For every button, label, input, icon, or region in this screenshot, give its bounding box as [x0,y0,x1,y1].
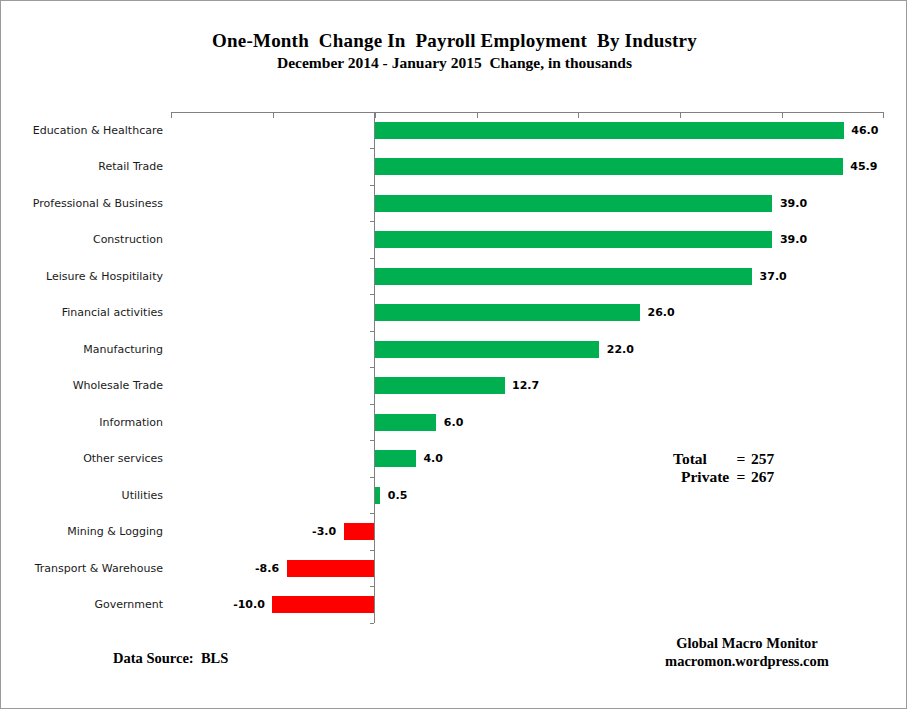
bar-positive [375,268,752,285]
value-label: 26.0 [648,304,675,321]
category-axis-tick [370,148,374,149]
credit-block: Global Macro Monitor macromon.wordpress.… [616,634,878,670]
total-value: 257 [751,450,791,468]
category-label: Utilities [1,477,163,514]
bar-negative [287,560,375,577]
value-axis-tick [273,112,274,118]
category-label: Financial activities [1,295,163,332]
value-label: 39.0 [780,231,807,248]
category-label: Education & Healthcare [1,112,163,149]
chart-title: One-Month Change In Payroll Employment B… [1,29,907,53]
data-source-note: Data Source: BLS [113,650,228,667]
category-label: Manufacturing [1,331,163,368]
category-axis-tick [370,331,374,332]
category-label: Transport & Warehouse [1,550,163,587]
bar-positive [375,487,380,504]
private-equals: = [731,468,751,486]
bar-positive [375,122,844,139]
value-label: 37.0 [760,268,787,285]
category-label: Leisure & Hospitilaity [1,258,163,295]
category-axis-tick [370,477,374,478]
bar-positive [375,377,504,394]
category-label: Information [1,404,163,441]
value-label: 45.9 [850,158,877,175]
category-axis-tick [370,513,374,514]
bar-positive [375,195,772,212]
bar-positive [375,450,416,467]
credit-line-1: Global Macro Monitor [616,634,878,652]
category-label: Wholesale Trade [1,368,163,405]
category-label: Government [1,587,163,624]
bar-positive [375,158,843,175]
category-axis-tick [370,550,374,551]
category-label: Other services [1,441,163,478]
value-axis-line [171,112,884,113]
plot-area: 46.0 45.9 39.0 39.0 37.0 26.0 22.0 12.7 6.0 4.0 0.… [171,112,884,623]
total-row: Total = 257 [659,450,791,468]
category-axis-tick [370,623,374,624]
value-axis-tick [375,112,376,118]
value-label: -10.0 [195,596,265,613]
bar-negative [344,523,375,540]
private-value: 267 [751,468,791,486]
total-label: Total [659,450,731,468]
value-label: 0.5 [388,487,408,504]
category-label: Retail Trade [1,149,163,186]
total-equals: = [731,450,751,468]
category-axis-tick [370,404,374,405]
bar-positive [375,231,772,248]
value-label: 12.7 [512,377,539,394]
category-axis-tick [370,185,374,186]
value-label: -3.0 [266,523,336,540]
chart-header: One-Month Change In Payroll Employment B… [1,29,907,73]
bar-positive [375,304,640,321]
category-axis-tick [370,586,374,587]
value-label: 4.0 [423,450,443,467]
category-label: Professional & Business [1,185,163,222]
category-axis-tick [370,294,374,295]
value-label: 6.0 [444,414,464,431]
payroll-change-chart: One-Month Change In Payroll Employment B… [0,0,907,709]
private-row: Private = 267 [659,468,791,486]
category-axis-tick [370,258,374,259]
value-axis-tick [578,112,579,118]
bar-negative [272,596,374,613]
value-label: 22.0 [607,341,634,358]
credit-line-2: macromon.wordpress.com [616,652,878,670]
bar-positive [375,414,436,431]
category-axis-tick [370,367,374,368]
value-label: -8.6 [209,560,279,577]
value-axis-tick [680,112,681,118]
value-label: 39.0 [780,195,807,212]
value-axis-tick [477,112,478,118]
category-axis-tick [370,440,374,441]
private-label: Private [659,468,731,486]
category-axis-tick [370,221,374,222]
chart-subtitle: December 2014 - January 2015 Change, in … [1,53,907,73]
category-label: Mining & Logging [1,514,163,551]
zero-baseline [374,112,375,623]
category-label: Construction [1,222,163,259]
value-axis-tick [171,112,172,118]
value-axis-tick [883,112,884,118]
totals-annotation: Total = 257 Private = 267 [659,450,791,486]
value-label: 46.0 [851,122,878,139]
bar-positive [375,341,599,358]
category-axis-labels: Education & HealthcareRetail TradeProfes… [1,112,163,623]
value-axis-tick [782,112,783,118]
